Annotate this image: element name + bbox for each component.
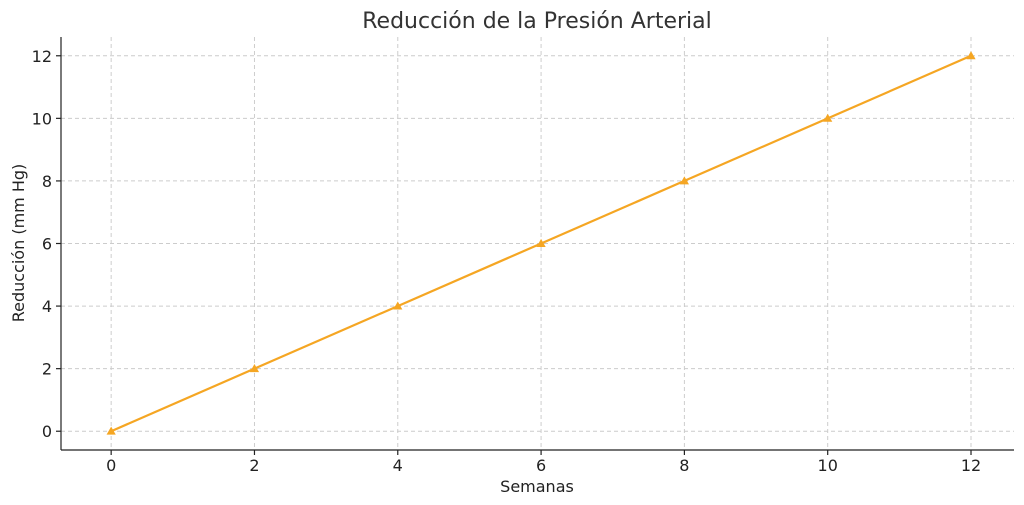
y-tick-label: 12 bbox=[32, 47, 52, 66]
x-tick-label: 2 bbox=[249, 456, 259, 475]
x-tick-label: 4 bbox=[393, 456, 403, 475]
chart-title: Reducción de la Presión Arterial bbox=[362, 9, 711, 34]
data-point-marker bbox=[536, 238, 546, 247]
y-axis-ticks: 0 2 4 6 8 10 12 bbox=[32, 47, 61, 441]
y-tick-label: 10 bbox=[32, 109, 52, 128]
x-tick-label: 6 bbox=[536, 456, 546, 475]
y-tick-label: 4 bbox=[42, 297, 52, 316]
y-tick-label: 6 bbox=[42, 235, 52, 254]
data-point-marker bbox=[823, 113, 833, 122]
y-tick-label: 8 bbox=[42, 172, 52, 191]
y-tick-label: 0 bbox=[42, 422, 52, 441]
x-tick-label: 10 bbox=[818, 456, 838, 475]
y-tick-label: 2 bbox=[42, 360, 52, 379]
x-tick-label: 0 bbox=[106, 456, 116, 475]
y-axis-label: Reducción (mm Hg) bbox=[9, 164, 28, 323]
x-tick-label: 12 bbox=[961, 456, 981, 475]
data-point-marker bbox=[679, 176, 689, 185]
data-point-marker bbox=[966, 51, 976, 60]
x-axis-ticks: 0 2 4 6 8 10 12 bbox=[106, 450, 981, 475]
series-layer bbox=[106, 51, 976, 435]
data-point-marker bbox=[249, 364, 260, 373]
x-tick-label: 8 bbox=[679, 456, 689, 475]
data-point-marker bbox=[393, 301, 403, 310]
data-point-marker bbox=[106, 426, 116, 435]
x-axis-label: Semanas bbox=[500, 477, 574, 496]
